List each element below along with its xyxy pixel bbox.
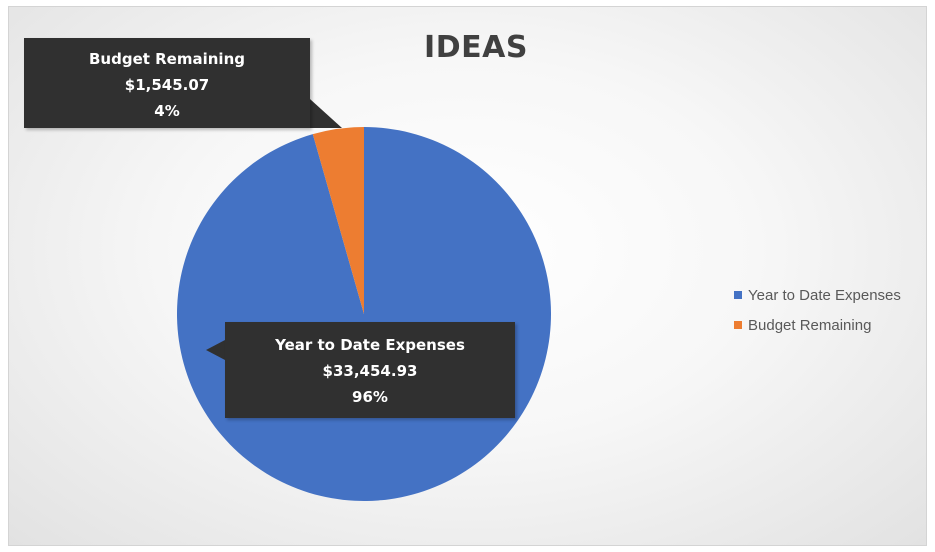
data-label-budget-remaining: Budget Remaining $1,545.07 4%	[24, 38, 310, 128]
data-label-value: $33,454.93	[322, 362, 418, 380]
data-label-year-to-date-expenses: Year to Date Expenses $33,454.93 96%	[225, 322, 515, 418]
legend-swatch	[734, 321, 742, 329]
legend-item-year-to-date-expenses: Year to Date Expenses	[734, 280, 901, 310]
data-label-category: Budget Remaining	[88, 50, 245, 68]
legend-label: Budget Remaining	[748, 316, 872, 334]
legend: Year to Date Expenses Budget Remaining	[734, 280, 901, 340]
legend-item-budget-remaining: Budget Remaining	[734, 310, 901, 340]
callout-pointer-remaining	[300, 90, 342, 128]
callout-pointer-ytd	[206, 340, 225, 360]
legend-label: Year to Date Expenses	[748, 286, 901, 304]
pie-slice-budget-remaining	[312, 127, 364, 314]
chart-title: IDEAS	[424, 30, 528, 65]
legend-swatch	[734, 291, 742, 299]
data-label-category: Year to Date Expenses	[275, 336, 465, 354]
data-label-value: $1,545.07	[124, 76, 210, 94]
data-label-percent: 96%	[352, 388, 388, 406]
data-label-percent: 4%	[154, 102, 180, 120]
